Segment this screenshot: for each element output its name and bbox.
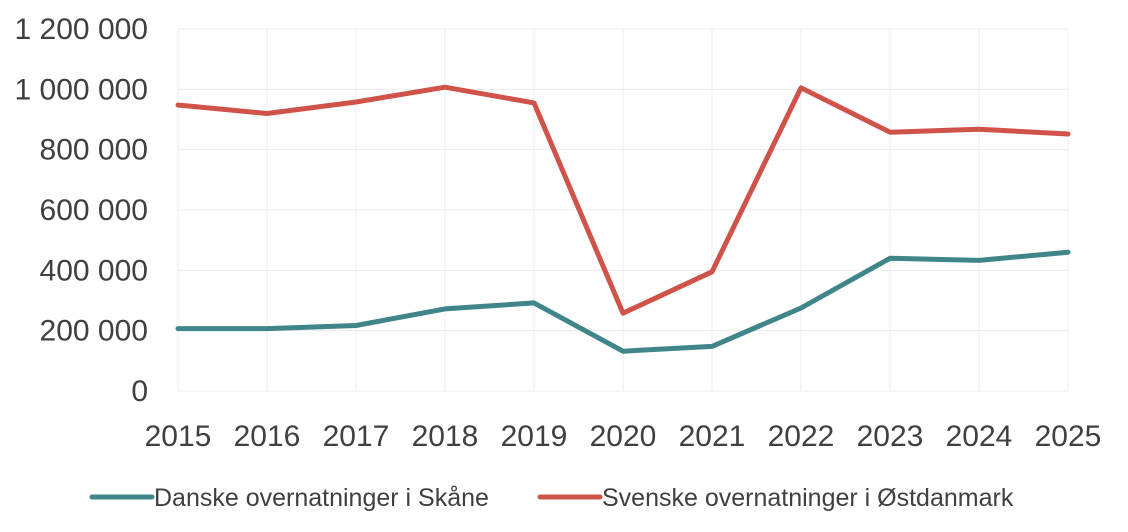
legend-item-1: Svenske overnatninger i Østdanmark	[537, 484, 1014, 512]
y-tick-label: 800 000	[40, 134, 148, 167]
y-tick-label: 600 000	[40, 194, 148, 227]
x-tick-label: 2024	[946, 420, 1013, 453]
y-axis-tick-labels: 0 200 000 400 000 600 000 800 000 1 000 000 1 …	[15, 13, 148, 408]
x-tick-label: 2025	[1035, 420, 1102, 453]
x-tick-label: 2018	[412, 420, 479, 453]
x-tick-label: 2022	[768, 420, 835, 453]
gridlines	[177, 28, 1069, 392]
x-tick-label: 2023	[857, 420, 924, 453]
series-line-0	[175, 249, 1071, 354]
legend-label: Danske overnatninger i Skåne	[154, 484, 489, 512]
series-lines	[175, 84, 1071, 354]
y-tick-label: 1 000 000	[15, 73, 148, 106]
x-axis-tick-labels: 2015 2016 2017 2018 2019 2020 2021 2022 2023 2024…	[145, 420, 1102, 453]
legend-item-0: Danske overnatninger i Skåne	[89, 484, 489, 512]
y-tick-label: 0	[131, 375, 148, 408]
legend-label: Svenske overnatninger i Østdanmark	[602, 484, 1014, 512]
y-tick-label: 1 200 000	[15, 13, 148, 46]
x-tick-label: 2020	[590, 420, 657, 453]
series-line-1	[175, 84, 1071, 316]
legend: Danske overnatninger i Skåne Svenske over…	[89, 484, 1014, 512]
x-tick-label: 2015	[145, 420, 212, 453]
x-tick-label: 2021	[679, 420, 746, 453]
x-tick-label: 2017	[323, 420, 390, 453]
x-tick-label: 2019	[501, 420, 568, 453]
x-tick-label: 2016	[234, 420, 301, 453]
y-tick-label: 200 000	[40, 315, 148, 348]
y-tick-label: 400 000	[40, 254, 148, 287]
